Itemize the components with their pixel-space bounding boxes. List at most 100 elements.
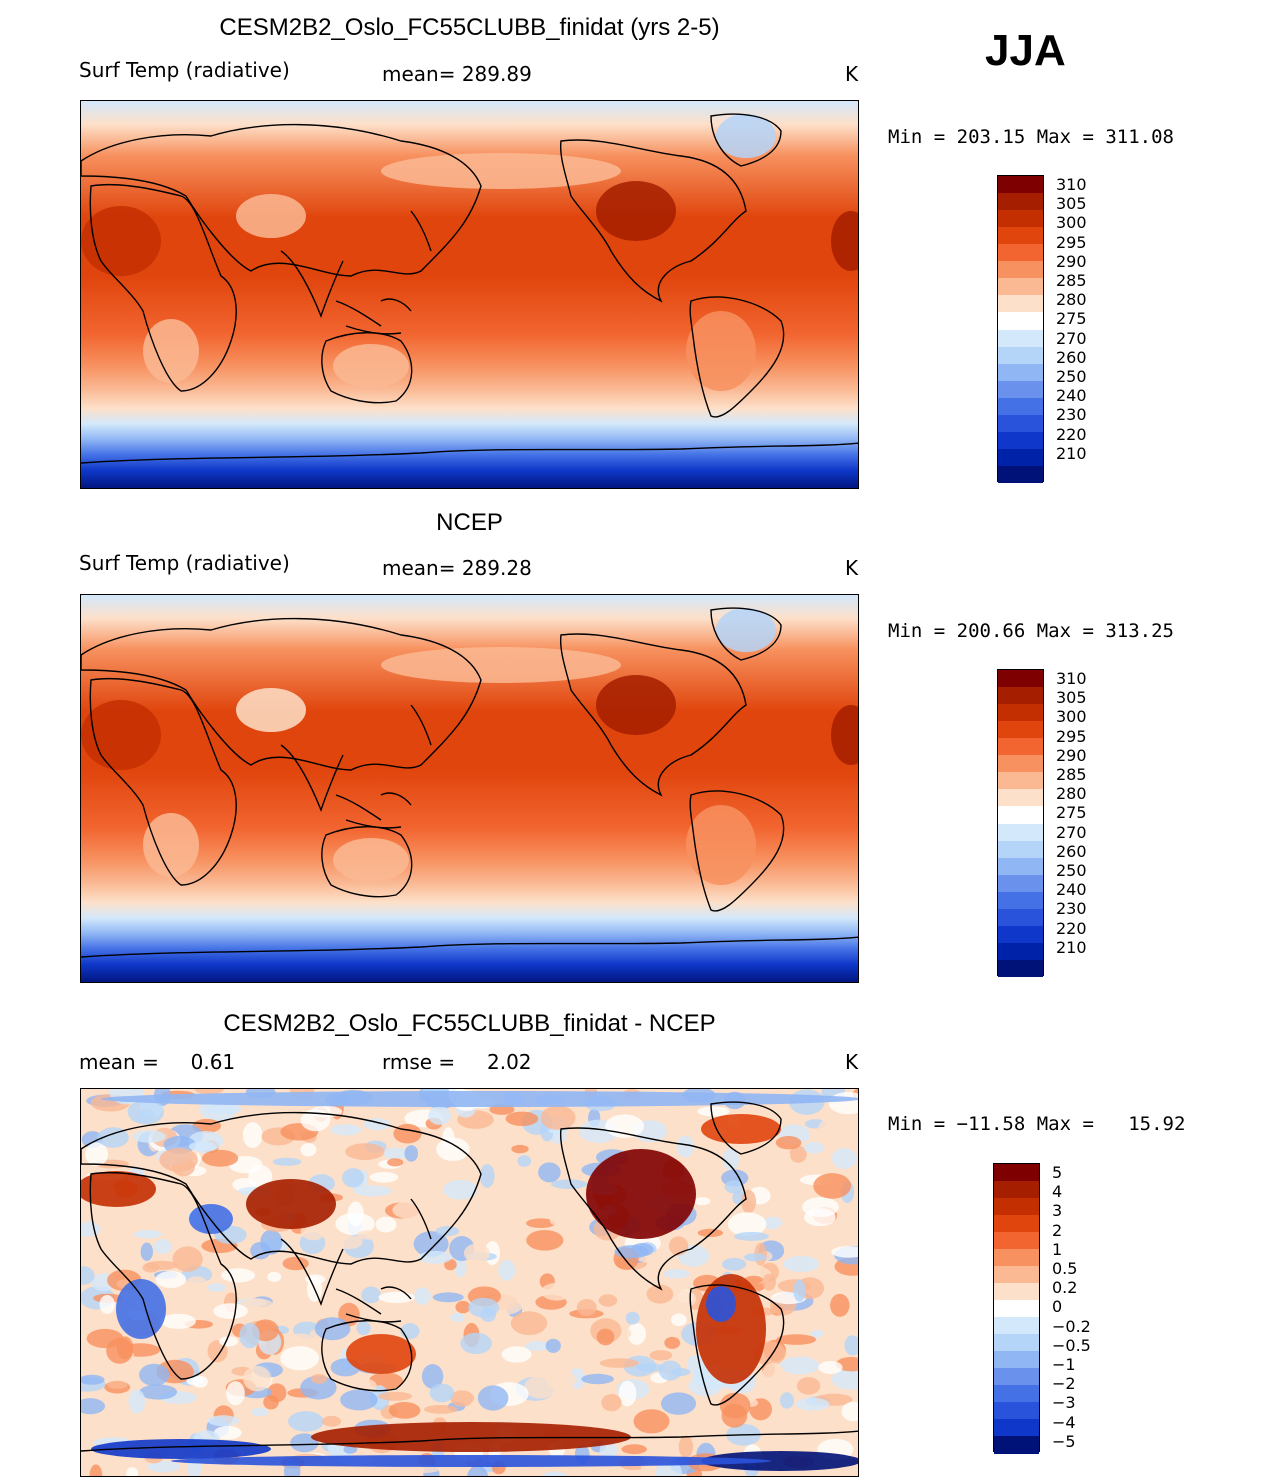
difference-noise-patch — [524, 1341, 551, 1351]
land-temperature-patch — [596, 181, 676, 241]
difference-noise-patch — [831, 1148, 857, 1169]
difference-noise-patch — [87, 1239, 115, 1251]
colorbar-tick-label: 250 — [1056, 367, 1087, 386]
difference-noise-patch — [314, 1317, 351, 1341]
difference-noise-patch — [137, 1197, 162, 1218]
difference-noise-patch — [423, 1405, 458, 1414]
panel-3-rmse-label: rmse = 2.02 — [382, 1050, 532, 1074]
difference-noise-patch — [369, 1172, 399, 1183]
difference-anomaly-patch — [346, 1334, 416, 1374]
difference-noise-patch — [172, 1246, 203, 1272]
colorbar-swatch — [994, 1232, 1039, 1250]
difference-noise-patch — [783, 1256, 820, 1272]
difference-noise-patch — [81, 1398, 105, 1415]
difference-noise-patch — [429, 1383, 455, 1403]
colorbar-box — [997, 669, 1044, 978]
colorbar-swatch — [998, 397, 1043, 416]
colorbar-tick-label: 5 — [1052, 1163, 1063, 1182]
difference-noise-patch — [671, 1313, 687, 1327]
difference-noise-patch — [81, 1374, 105, 1385]
colorbar-swatch — [998, 891, 1043, 910]
difference-noise-patch — [830, 1293, 850, 1317]
difference-noise-patch — [286, 1312, 298, 1325]
difference-noise-patch — [551, 1179, 588, 1189]
colorbar-tick-label: 240 — [1056, 386, 1087, 406]
colorbar-swatch — [998, 176, 1043, 194]
land-temperature-patch — [831, 211, 858, 271]
difference-noise-patch — [242, 1122, 263, 1148]
difference-noise-patch — [383, 1147, 408, 1160]
difference-noise-patch — [417, 1317, 456, 1328]
difference-noise-patch — [89, 1464, 103, 1476]
difference-noise-patch — [207, 1340, 228, 1363]
season-label: JJA — [985, 26, 1066, 75]
colorbar-tick-label: −3 — [1052, 1393, 1076, 1413]
colorbar-swatch — [994, 1181, 1039, 1199]
colorbar-swatch — [994, 1436, 1039, 1454]
colorbar-swatch — [998, 908, 1043, 927]
colorbar-tick-label: 290 — [1056, 745, 1087, 765]
difference-noise-patch — [393, 1123, 422, 1144]
difference-noise-patch — [694, 1365, 708, 1385]
difference-noise-patch — [449, 1312, 465, 1323]
difference-noise-patch — [779, 1356, 820, 1375]
colorbar-tick-label: 300 — [1056, 707, 1087, 727]
difference-noise-patch — [280, 1346, 320, 1371]
colorbar-tick-label: 0.5 — [1052, 1259, 1078, 1278]
difference-noise-patch — [831, 1369, 858, 1390]
difference-noise-patch — [133, 1230, 163, 1239]
difference-noise-patch — [142, 1262, 160, 1273]
difference-anomaly-patch — [701, 1451, 858, 1471]
difference-noise-patch — [780, 1392, 794, 1409]
difference-noise-patch — [239, 1322, 260, 1349]
difference-noise-patch — [621, 1444, 647, 1455]
difference-noise-patch — [226, 1381, 245, 1406]
difference-noise-patch — [287, 1333, 315, 1348]
colorbar-tick-label: 305 — [1056, 688, 1087, 708]
coastline — [710, 113, 782, 167]
coastline — [689, 296, 785, 418]
colorbar-swatch — [998, 278, 1043, 296]
difference-noise-patch — [263, 1395, 279, 1410]
difference-anomaly-patch — [586, 1149, 696, 1239]
difference-noise-patch — [625, 1311, 640, 1325]
difference-noise-patch — [155, 1271, 187, 1288]
difference-noise-patch — [188, 1141, 212, 1152]
colorbar-swatch — [994, 1249, 1039, 1267]
colorbar-swatch — [994, 1402, 1039, 1420]
difference-noise-patch — [633, 1409, 670, 1434]
colorbar-tick-label: 2 — [1052, 1220, 1063, 1240]
difference-noise-patch — [697, 1106, 730, 1117]
difference-noise-patch — [207, 1415, 240, 1427]
colorbar-tick-label: 230 — [1056, 899, 1087, 919]
land-temperature-patch — [596, 675, 676, 735]
colorbar-swatch — [994, 1419, 1039, 1437]
difference-noise-patch — [267, 1271, 282, 1282]
difference-noise-patch — [342, 1168, 364, 1188]
difference-noise-patch — [160, 1313, 196, 1329]
difference-noise-patch — [599, 1358, 639, 1368]
colorbar-swatch — [998, 772, 1043, 790]
colorbar-swatch — [998, 244, 1043, 262]
difference-noise-patch — [721, 1257, 747, 1271]
difference-noise-patch — [428, 1106, 451, 1125]
panel-2-mean-label: mean= 289.28 — [382, 556, 532, 580]
colorbar-swatch — [994, 1215, 1039, 1233]
difference-anomaly-patch — [246, 1179, 336, 1229]
colorbar-swatch — [998, 346, 1043, 365]
difference-noise-patch — [810, 1329, 824, 1338]
land-temperature-patch — [143, 813, 199, 877]
difference-noise-patch — [762, 1273, 776, 1291]
land-temperature-patch — [716, 608, 776, 652]
difference-noise-patch — [538, 1162, 561, 1183]
difference-noise-patch — [99, 1295, 115, 1314]
land-temperature-patch — [831, 705, 858, 765]
difference-noise-patch — [353, 1185, 392, 1197]
difference-noise-patch — [468, 1297, 500, 1318]
difference-noise-patch — [356, 1321, 371, 1336]
colorbar-tick-label: 210 — [1056, 443, 1087, 463]
difference-noise-patch — [804, 1141, 825, 1154]
colorbar-tick-label: 310 — [1056, 669, 1087, 688]
coastline — [321, 332, 413, 404]
panel-2-temperature-map — [80, 594, 859, 983]
